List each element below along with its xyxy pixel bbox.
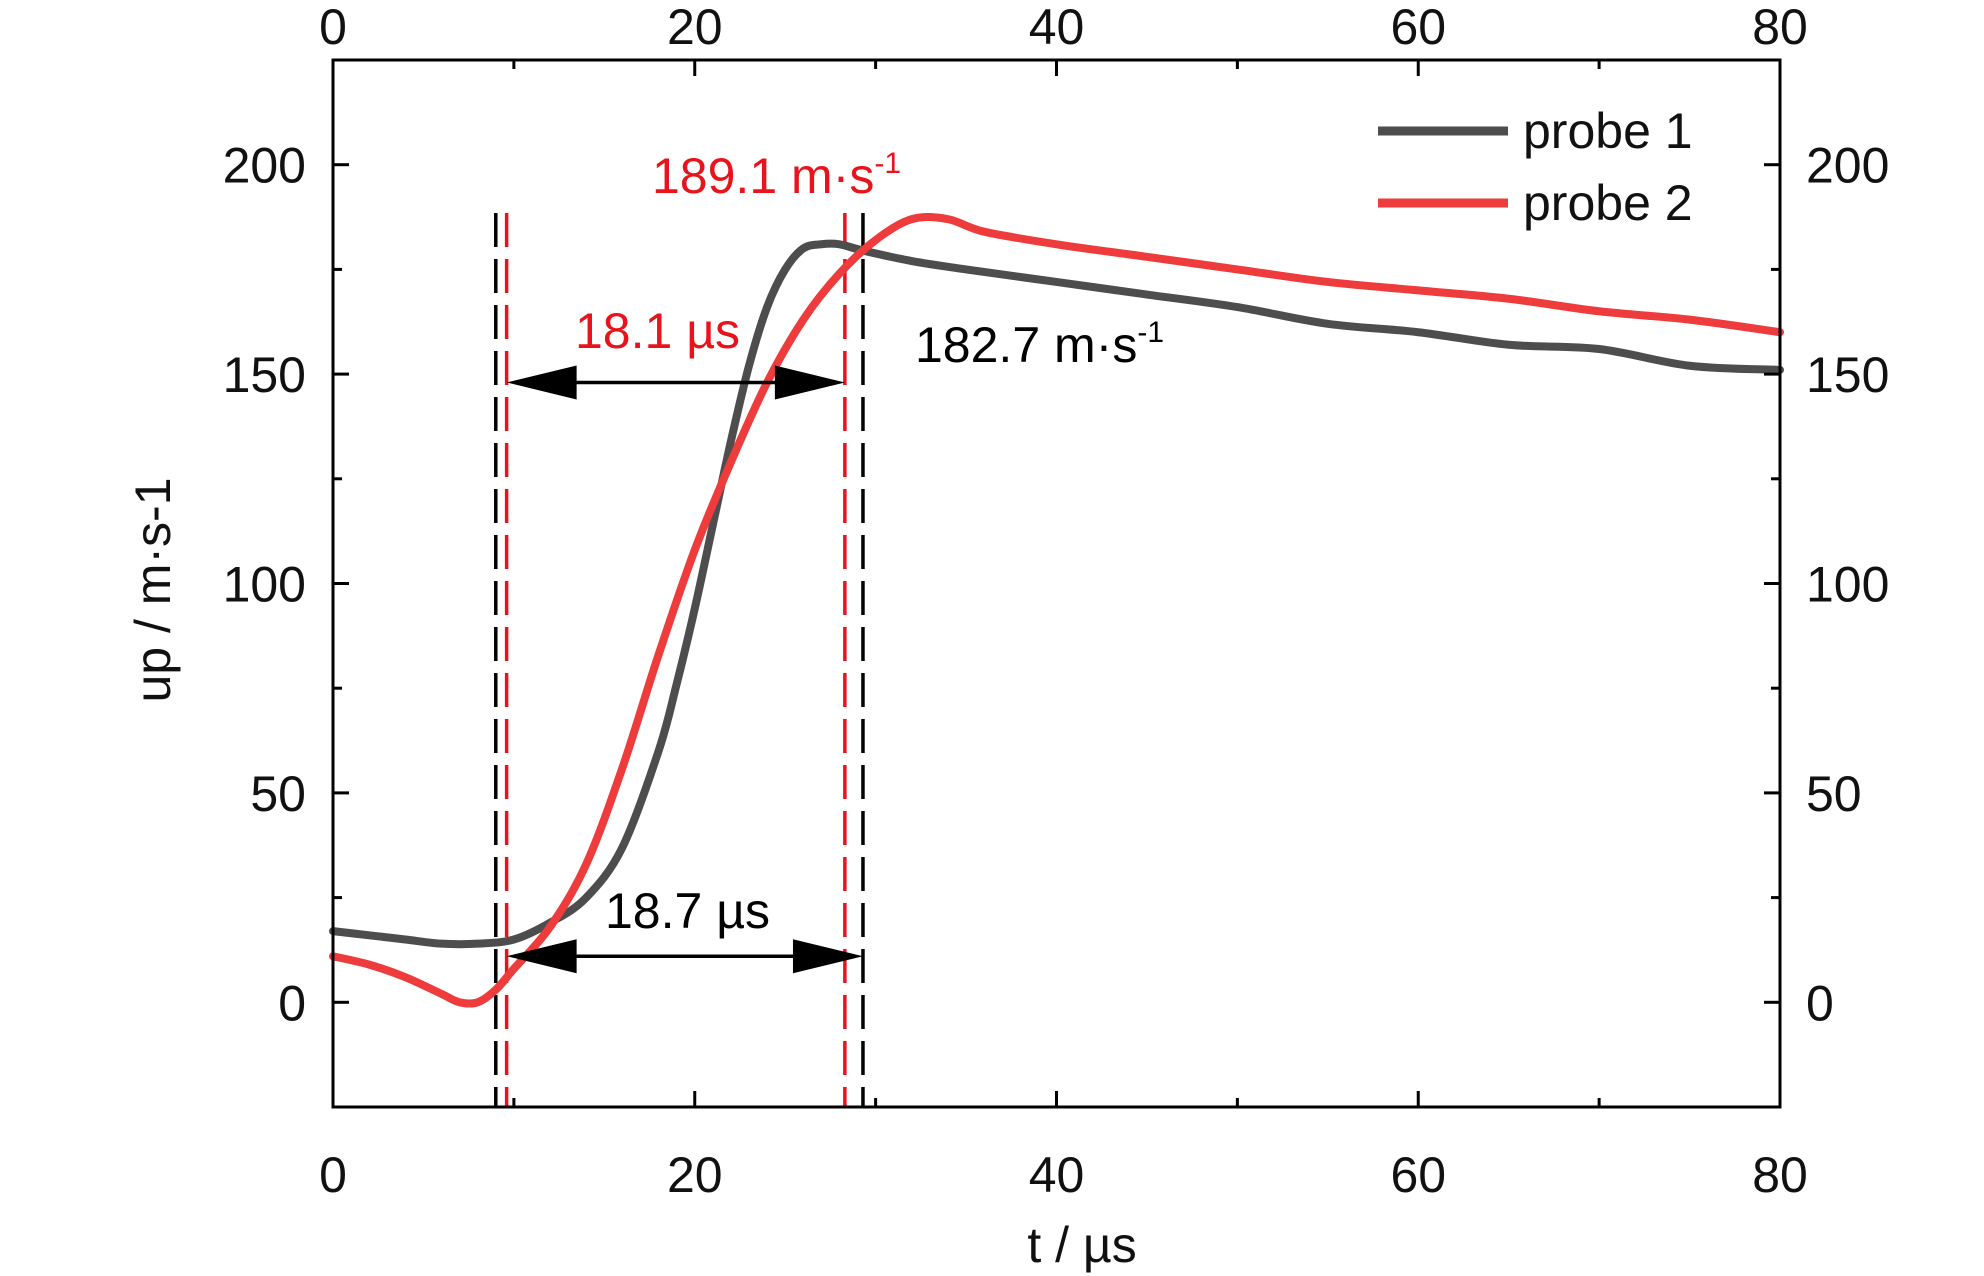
peak-probe2-value: 189.1 m·s [652,148,874,204]
y-tick-label-right: 50 [1806,766,1862,822]
y-tick-label-left: 0 [278,975,306,1031]
x-tick-label-top: 20 [667,0,723,55]
y-axis-title: up / m·s-1 [125,477,181,702]
superscript: -1 [1137,316,1164,349]
x-tick-label-bottom: 60 [1390,1147,1446,1203]
legend-label-probe1: probe 1 [1523,103,1693,159]
y-tick-label-left: 200 [223,138,306,194]
series-line-2 [329,213,1784,1008]
legend-label-probe2: probe 2 [1523,175,1693,231]
y-tick-label-right: 150 [1806,347,1889,403]
x-tick-label-bottom: 0 [319,1147,347,1203]
rise-arrow-probe1-head-right [792,939,863,974]
x-tick-label-top: 40 [1029,0,1085,55]
x-axis-title: t / µs [1027,1217,1136,1273]
x-tick-label-bottom: 20 [667,1147,723,1203]
peak-label-probe2: 189.1 m·s-1 [652,147,901,204]
y-tick-label-left: 50 [250,766,306,822]
svg-text:189.1 m·s-1: 189.1 m·s-1 [652,147,901,204]
x-tick-label-bottom: 80 [1752,1147,1808,1203]
x-tick-label-bottom: 40 [1029,1147,1085,1203]
rise-time-probe2-label: 18.1 µs [575,303,740,359]
x-tick-label-top: 0 [319,0,347,55]
rise-arrow-probe2-head-right [774,365,845,400]
peak-label-probe1: 182.7 m·s-1 [915,316,1164,373]
rise-time-probe1-label: 18.7 µs [605,883,770,939]
legend: probe 1 probe 2 [1378,103,1693,231]
y-tick-label-right: 0 [1806,975,1834,1031]
series-line-1 [329,239,1784,949]
y-tick-label-right: 100 [1806,557,1889,613]
rise-arrow-probe2-head-left [506,365,577,400]
y-tick-label-left: 150 [223,347,306,403]
ticks-layer: 0 0 20 20 40 40 60 60 80 80 0 0 50 50 100 100 150 150 200 2… [223,0,1890,1203]
peak-probe1-value: 182.7 m·s [915,317,1137,373]
rise-arrow-probe1-head-left [506,939,577,974]
svg-text:182.7 m·s-1: 182.7 m·s-1 [915,316,1164,373]
x-tick-label-top: 60 [1390,0,1446,55]
series-layer [329,213,1784,1008]
x-tick-label-top: 80 [1752,0,1808,55]
arrows-layer [506,365,863,974]
y-tick-label-right: 200 [1806,138,1889,194]
superscript: -1 [874,147,901,180]
y-tick-label-left: 100 [223,557,306,613]
